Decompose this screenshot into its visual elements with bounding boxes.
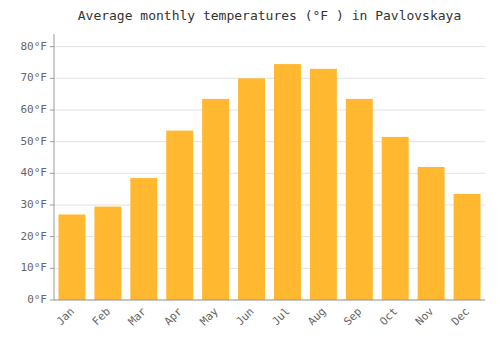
y-tick-label: 10°F bbox=[21, 261, 48, 274]
bar bbox=[382, 137, 409, 300]
x-axis-line bbox=[54, 300, 485, 301]
y-tick-label: 30°F bbox=[21, 198, 48, 211]
bar bbox=[346, 99, 373, 300]
bar bbox=[418, 167, 445, 300]
bars bbox=[58, 64, 480, 300]
page: {"chart_data": {"type": "bar", "title": … bbox=[0, 0, 500, 350]
grid-line bbox=[54, 78, 485, 79]
bar bbox=[274, 64, 301, 300]
x-tick-label: Mar bbox=[126, 305, 150, 329]
y-tick bbox=[50, 141, 54, 142]
x-tick-label: Jun bbox=[233, 305, 256, 328]
y-tick bbox=[50, 268, 54, 269]
chart-container: Average monthly temperatures (°F ) in Pa… bbox=[0, 0, 500, 350]
bar bbox=[58, 215, 85, 301]
y-tick-label: 0°F bbox=[27, 293, 47, 306]
grid-line bbox=[54, 141, 485, 142]
grid bbox=[54, 47, 485, 300]
y-tick bbox=[50, 110, 54, 111]
y-axis-line bbox=[54, 34, 55, 300]
x-tick-label: Oct bbox=[377, 305, 400, 328]
x-tick-label: Jul bbox=[269, 305, 292, 328]
x-tick-label: Feb bbox=[90, 305, 113, 328]
x-tick-label: Apr bbox=[162, 305, 186, 329]
y-tick bbox=[50, 173, 54, 174]
grid-line bbox=[54, 300, 485, 301]
y-tick bbox=[50, 205, 54, 206]
x-tick-label: Nov bbox=[413, 305, 437, 329]
bar bbox=[130, 178, 157, 300]
bar bbox=[94, 207, 121, 300]
y-tick bbox=[50, 236, 54, 237]
y-tick bbox=[50, 78, 54, 79]
y-tick-label: 50°F bbox=[21, 135, 48, 148]
y-tick-label: 40°F bbox=[21, 166, 48, 179]
bar bbox=[202, 99, 229, 300]
x-tick-label: Aug bbox=[305, 305, 328, 328]
y-tick-label: 70°F bbox=[21, 71, 48, 84]
x-tick-label: Sep bbox=[341, 305, 364, 328]
x-axis: Jan Feb Mar Apr May Jun Jul Aug Sep Oct Nov Dec bbox=[54, 300, 485, 328]
bar bbox=[238, 78, 265, 300]
chart-svg: Average monthly temperatures (°F ) in Pa… bbox=[0, 0, 500, 350]
bar bbox=[310, 69, 337, 300]
x-tick-label: Jan bbox=[54, 305, 77, 328]
y-tick bbox=[50, 46, 54, 47]
y-tick bbox=[50, 300, 54, 301]
chart-title: Average monthly temperatures (°F ) in Pa… bbox=[78, 8, 462, 23]
y-axis: 0°F 10°F 20°F 30°F 40°F 50°F 60°F 70°F 80°F bbox=[21, 34, 55, 306]
bar bbox=[454, 194, 481, 300]
y-tick-label: 20°F bbox=[21, 230, 48, 243]
y-tick-label: 60°F bbox=[21, 103, 48, 116]
bar bbox=[166, 131, 193, 300]
y-tick-label: 80°F bbox=[21, 40, 48, 53]
x-tick-label: May bbox=[198, 305, 222, 329]
grid-line bbox=[54, 110, 485, 111]
x-tick-label: Dec bbox=[449, 305, 472, 328]
grid-line bbox=[54, 46, 485, 47]
